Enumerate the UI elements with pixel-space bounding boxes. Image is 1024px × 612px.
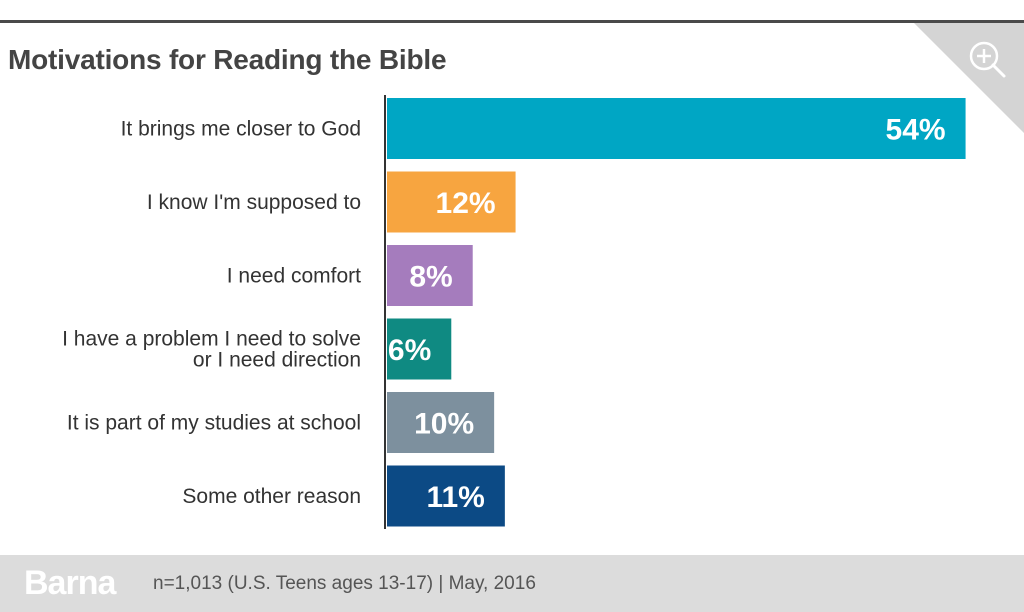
top-rule: [0, 20, 1024, 23]
bar-value-label-3: 6%: [388, 334, 431, 367]
chart-title: Motivations for Reading the Bible: [8, 44, 447, 75]
bar-3: [387, 318, 452, 380]
top-band: [0, 0, 1024, 22]
zoom-corner[interactable]: [914, 23, 1024, 133]
bar-4: [387, 392, 495, 453]
zoom-in-magnifier-icon[interactable]: [914, 23, 1024, 133]
category-label-5: Some other reason: [182, 485, 361, 508]
bar-value-label-1: 12%: [436, 187, 496, 220]
category-label-2: I need comfort: [227, 265, 361, 288]
bar-value-label-0: 54%: [886, 114, 946, 147]
category-label-4: It is part of my studies at school: [67, 412, 361, 435]
bar-value-label-2: 8%: [409, 261, 452, 294]
bar-1: [387, 171, 516, 233]
bar-5: [387, 465, 505, 527]
bar-value-label-4: 10%: [414, 408, 474, 441]
bar-chart: 54% It brings me closer to God 12% I know I…: [62, 95, 966, 529]
bar-0: [387, 98, 966, 159]
bar-value-label-5: 11%: [426, 481, 484, 514]
category-label-1: I know I'm supposed to: [147, 191, 361, 214]
footer: Barna n=1,013 (U.S. Teens ages 13-17) | …: [0, 555, 1024, 612]
category-label-0: It brings me closer to God: [121, 118, 361, 141]
category-label-3: I have a problem I need to solve or I nee…: [62, 328, 361, 372]
brand-logo: Barna: [24, 564, 116, 602]
sample-note: n=1,013 (U.S. Teens ages 13-17) | May, 2…: [153, 573, 536, 594]
bar-2: [387, 245, 473, 306]
